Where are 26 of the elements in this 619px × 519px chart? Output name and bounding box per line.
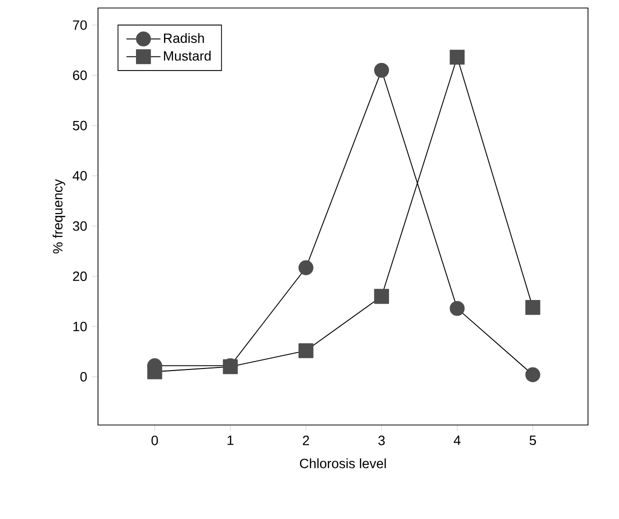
legend-label: Mustard <box>164 50 211 61</box>
x-axis-title: Chlorosis level <box>300 458 386 468</box>
point <box>450 50 465 65</box>
y-tick-label: 20 <box>73 272 87 282</box>
y-tick-label: 40 <box>72 171 87 181</box>
y-tick-label: 50 <box>72 120 87 130</box>
point <box>450 300 465 316</box>
point <box>525 367 540 382</box>
point <box>298 260 314 276</box>
y-tick-label: 30 <box>72 221 87 231</box>
x-tick-label: 2 <box>302 436 310 446</box>
y-axis-title: % frequency <box>52 179 66 254</box>
y-tick-label: 0 <box>80 372 87 382</box>
y-tick-label: 60 <box>73 70 87 80</box>
x-tick-label: 5 <box>530 436 536 446</box>
x-tick-label: 3 <box>378 436 385 446</box>
legend-label: Radish <box>164 33 204 43</box>
x-tick-label: 0 <box>152 436 158 446</box>
point <box>298 343 314 358</box>
point <box>374 62 390 78</box>
x-tick-label: 1 <box>228 436 234 445</box>
y-tick-label: 10 <box>73 322 87 332</box>
x-tick-label: 4 <box>454 436 461 445</box>
point <box>374 288 390 304</box>
y-tick-label: 70 <box>73 20 87 30</box>
point <box>525 300 540 315</box>
